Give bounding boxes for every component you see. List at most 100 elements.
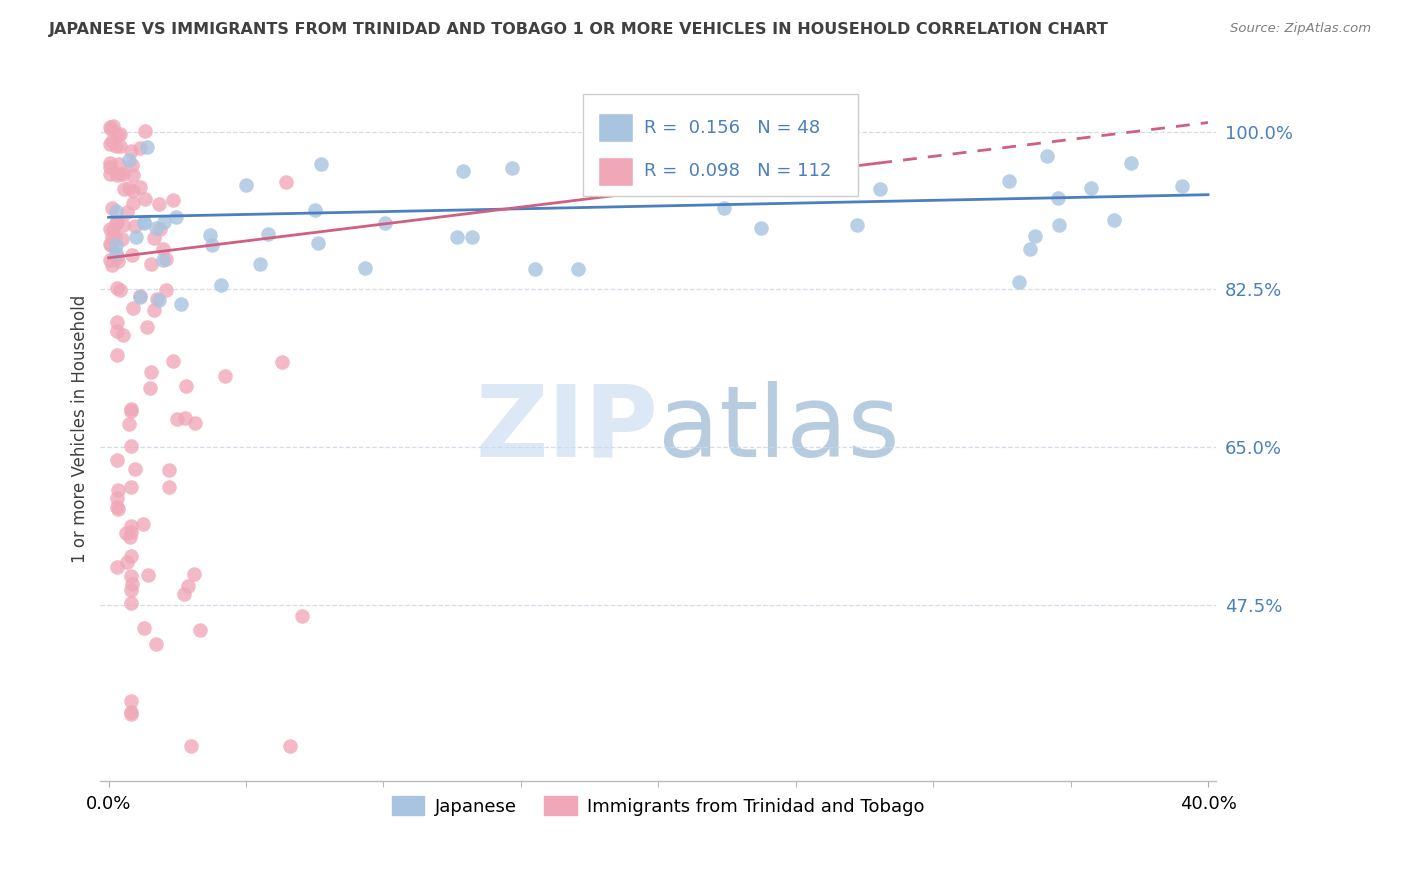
Point	[132, 621, 155, 635]
Point	[184, 417, 207, 431]
Point	[174, 379, 197, 393]
Point	[120, 524, 142, 539]
Point	[148, 197, 170, 211]
Point	[201, 238, 224, 252]
Point	[157, 481, 180, 495]
Point	[121, 301, 143, 316]
Text: ZIP: ZIP	[475, 381, 658, 478]
Point	[107, 501, 129, 516]
Point	[749, 220, 772, 235]
Point	[120, 596, 142, 610]
Point	[105, 491, 128, 505]
Point	[139, 257, 162, 271]
Point	[101, 258, 124, 272]
Point	[103, 119, 125, 133]
Point	[446, 229, 468, 244]
Point	[115, 525, 138, 540]
Point	[120, 705, 142, 719]
Point	[148, 293, 170, 308]
Point	[714, 156, 737, 170]
Point	[121, 248, 143, 262]
Point	[103, 223, 125, 237]
Point	[120, 582, 142, 597]
Point	[198, 227, 221, 242]
Point	[1008, 275, 1031, 289]
Point	[121, 158, 143, 172]
Point	[1019, 242, 1042, 256]
Point	[183, 567, 205, 582]
Point	[162, 193, 184, 207]
Point	[134, 215, 156, 229]
Point	[100, 237, 122, 252]
Point	[105, 168, 128, 182]
Point	[121, 577, 143, 591]
Point	[501, 161, 523, 175]
Point	[170, 297, 193, 311]
Point	[105, 559, 128, 574]
Point	[567, 261, 589, 276]
Point	[309, 157, 332, 171]
Point	[134, 216, 156, 230]
Point	[1102, 212, 1125, 227]
Point	[274, 175, 297, 189]
Point	[461, 230, 484, 244]
Point	[105, 452, 128, 467]
Point	[157, 463, 180, 477]
Point	[104, 216, 127, 230]
Point	[110, 283, 132, 297]
Point	[101, 201, 124, 215]
Text: R =  0.098   N = 112: R = 0.098 N = 112	[644, 162, 831, 180]
Point	[120, 693, 142, 707]
Point	[1046, 191, 1069, 205]
Point	[713, 201, 735, 215]
Point	[278, 739, 301, 753]
Point	[249, 257, 271, 271]
Point	[105, 315, 128, 329]
Point	[120, 145, 142, 159]
Point	[104, 139, 127, 153]
Point	[374, 216, 396, 230]
Point	[270, 355, 292, 369]
Point	[118, 153, 141, 168]
Point	[145, 637, 167, 651]
Point	[98, 252, 121, 267]
Point	[1119, 156, 1142, 170]
Point	[108, 156, 131, 170]
Point	[145, 221, 167, 235]
Point	[129, 290, 152, 304]
Point	[139, 365, 162, 379]
Point	[1171, 178, 1194, 193]
Y-axis label: 1 or more Vehicles in Household: 1 or more Vehicles in Household	[72, 295, 89, 564]
Point	[120, 480, 142, 494]
Point	[122, 195, 145, 210]
Point	[165, 210, 187, 224]
Point	[105, 204, 128, 219]
Point	[120, 519, 142, 533]
Point	[214, 369, 236, 384]
Point	[235, 178, 257, 192]
Point	[354, 260, 377, 275]
Point	[105, 324, 128, 338]
Point	[209, 278, 232, 293]
Point	[129, 289, 152, 303]
Point	[120, 439, 142, 453]
Point	[101, 230, 124, 244]
Point	[98, 120, 121, 135]
Point	[107, 251, 129, 265]
Point	[105, 500, 128, 514]
Point	[112, 167, 135, 181]
Text: atlas: atlas	[658, 381, 900, 478]
Point	[177, 579, 200, 593]
Point	[125, 230, 148, 244]
Point	[304, 202, 326, 217]
Point	[120, 707, 142, 722]
Point	[307, 235, 329, 250]
Point	[129, 179, 152, 194]
Point	[100, 121, 122, 136]
Point	[143, 231, 166, 245]
Point	[188, 623, 211, 637]
Point	[845, 218, 868, 232]
Point	[136, 320, 159, 334]
Point	[111, 232, 134, 246]
Point	[108, 167, 131, 181]
